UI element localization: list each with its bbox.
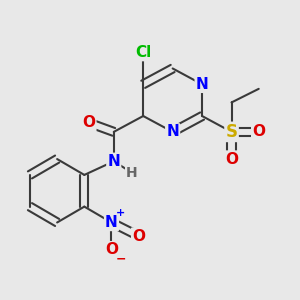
Text: O: O xyxy=(132,229,145,244)
Text: N: N xyxy=(196,77,208,92)
Text: Cl: Cl xyxy=(135,45,151,60)
Text: N: N xyxy=(105,215,118,230)
Text: O: O xyxy=(105,242,118,257)
Text: N: N xyxy=(107,154,120,169)
Text: O: O xyxy=(82,115,95,130)
Text: −: − xyxy=(115,252,126,265)
Text: N: N xyxy=(166,124,179,140)
Text: H: H xyxy=(126,166,138,180)
Text: O: O xyxy=(252,124,265,140)
Text: O: O xyxy=(225,152,238,166)
Text: +: + xyxy=(116,208,125,218)
Text: S: S xyxy=(226,123,238,141)
